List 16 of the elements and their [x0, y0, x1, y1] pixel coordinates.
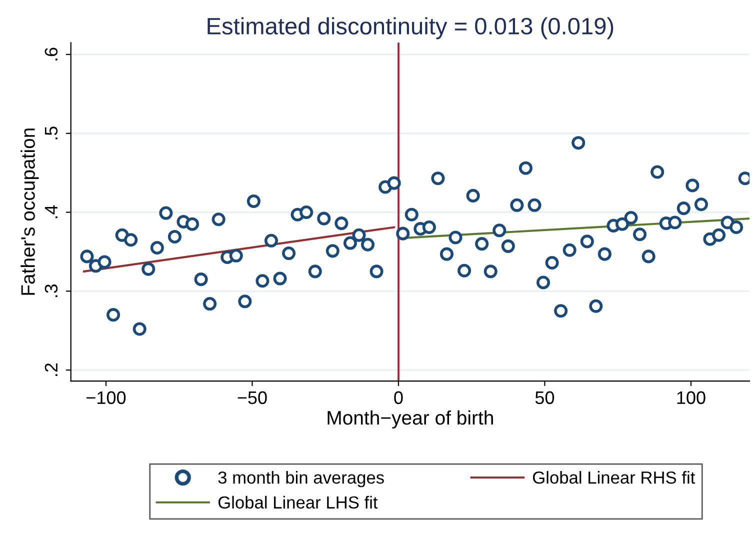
- y-tick-label: .3: [44, 284, 58, 298]
- legend-label: Global Linear LHS fit: [218, 496, 378, 509]
- y-tick-label: .6: [44, 48, 58, 60]
- x-tick-label: 50: [535, 391, 554, 404]
- y-tick-label: .4: [44, 205, 58, 218]
- y-tick-label: .5: [44, 126, 58, 140]
- y-tick-label: .2: [44, 363, 58, 376]
- legend-label: 3 month bin averages: [218, 470, 384, 488]
- x-tick-label: 100: [677, 391, 706, 404]
- y-axis-title: Father's occupation: [20, 128, 39, 295]
- x-tick-label: 0: [394, 391, 403, 404]
- x-tick-label: −50: [238, 391, 267, 404]
- chart-title: Estimated discontinuity = 0.013 (0.019): [208, 17, 614, 40]
- x-axis-title: Month−year of birth: [328, 410, 493, 429]
- x-tick-label: −100: [86, 391, 126, 404]
- legend-label: Global Linear RHS fit: [532, 470, 696, 484]
